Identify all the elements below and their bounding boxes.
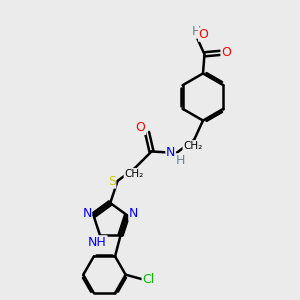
- Text: Cl: Cl: [142, 273, 154, 286]
- Text: H: H: [176, 154, 186, 167]
- Text: N: N: [129, 207, 138, 220]
- Text: S: S: [108, 175, 116, 188]
- Text: N: N: [166, 146, 175, 159]
- Text: CH₂: CH₂: [124, 169, 143, 178]
- Text: CH₂: CH₂: [183, 141, 202, 151]
- Text: H: H: [192, 25, 201, 38]
- Text: NH: NH: [88, 236, 107, 249]
- Text: O: O: [199, 28, 208, 41]
- Text: N: N: [82, 207, 92, 220]
- Text: O: O: [221, 46, 231, 59]
- Text: O: O: [136, 122, 146, 134]
